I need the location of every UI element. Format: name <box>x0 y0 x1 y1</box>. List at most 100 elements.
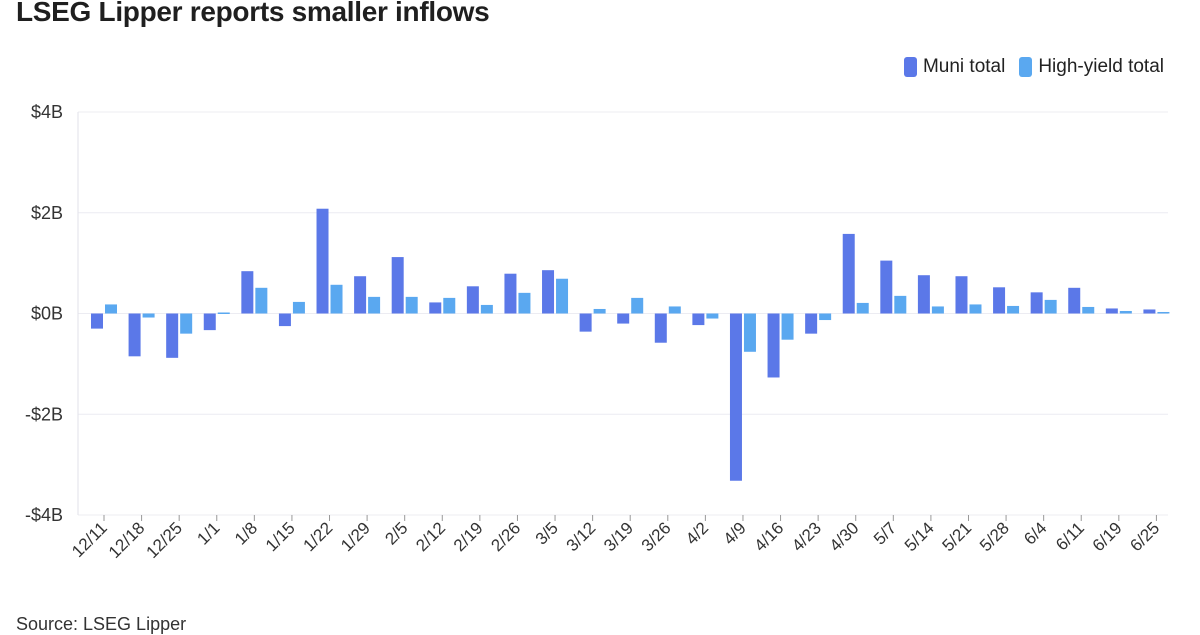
bar-high-yield <box>593 308 606 314</box>
bar-high-yield <box>856 302 869 314</box>
bar-high-yield <box>518 292 531 314</box>
x-tick-label: 6/11 <box>1052 518 1088 554</box>
bar-muni <box>805 313 818 334</box>
bar-high-yield <box>1007 305 1020 314</box>
bar-muni <box>1143 309 1156 314</box>
bar-high-yield <box>1082 306 1095 314</box>
bar-muni <box>842 233 855 314</box>
x-tick-label: 4/23 <box>788 518 825 555</box>
bar-muni <box>1068 287 1081 314</box>
bar-muni <box>617 313 630 324</box>
x-tick-label: 1/22 <box>300 518 337 555</box>
x-tick-label: 5/28 <box>976 518 1013 555</box>
x-tick-label: 5/7 <box>870 518 900 548</box>
chart-legend: Muni total High-yield total <box>903 56 1164 78</box>
x-tick-label: 6/19 <box>1089 518 1126 555</box>
legend-item-muni[interactable]: Muni total <box>903 56 1006 78</box>
x-tick-label: 1/29 <box>337 518 374 555</box>
bar-muni <box>241 271 254 314</box>
x-tick-label: 3/12 <box>563 518 600 555</box>
bar-high-yield <box>1044 299 1057 314</box>
bar-muni <box>504 273 517 314</box>
bar-high-yield <box>255 287 268 314</box>
y-tick-label: -$4B <box>25 505 63 525</box>
x-tick-label: 5/21 <box>938 518 975 555</box>
x-tick-label: 3/19 <box>600 518 637 555</box>
x-tick-label: 3/5 <box>532 518 562 548</box>
bar-muni <box>354 276 367 314</box>
x-tick-label: 2/12 <box>412 518 449 555</box>
legend-label-high-yield: High-yield total <box>1038 56 1164 77</box>
bar-muni <box>278 313 291 327</box>
bar-muni <box>466 286 479 314</box>
bar-high-yield <box>668 306 681 314</box>
legend-swatch-high-yield <box>1019 57 1033 77</box>
x-tick-label: 1/15 <box>262 518 299 555</box>
x-tick-label: 12/18 <box>105 518 149 562</box>
x-tick-label: 1/1 <box>193 518 223 548</box>
bar-muni <box>316 208 329 314</box>
bar-high-yield <box>743 313 756 352</box>
bar-high-yield <box>330 284 343 314</box>
y-tick-label: $0B <box>31 304 63 324</box>
bar-high-yield <box>1119 310 1132 314</box>
x-tick-label: 6/4 <box>1020 518 1050 548</box>
bar-muni <box>1030 292 1043 314</box>
source-note: Source: LSEG Lipper <box>16 614 187 634</box>
bar-muni <box>955 276 968 314</box>
x-tick-label: 4/16 <box>751 518 788 555</box>
bar-muni <box>542 270 555 314</box>
bar-high-yield <box>631 297 644 314</box>
legend-item-high-yield[interactable]: High-yield total <box>1019 56 1164 78</box>
y-tick-label: $2B <box>31 203 63 223</box>
x-tick-label: 6/25 <box>1126 518 1163 555</box>
bar-high-yield <box>405 296 418 314</box>
bar-muni <box>880 260 893 314</box>
bar-high-yield <box>931 306 944 314</box>
bar-muni <box>993 287 1006 314</box>
x-tick-label: 4/9 <box>720 518 750 548</box>
x-tick-label: 5/14 <box>901 518 938 555</box>
bar-high-yield <box>292 301 305 314</box>
x-tick-label: 4/2 <box>682 518 712 548</box>
bar-muni <box>1105 308 1118 314</box>
bar-high-yield <box>217 312 230 314</box>
bar-high-yield <box>443 297 456 314</box>
bar-muni <box>429 302 442 314</box>
bar-muni <box>128 313 141 357</box>
bar-high-yield <box>180 313 193 334</box>
bar-high-yield <box>819 313 832 321</box>
bar-muni <box>91 313 103 329</box>
x-tick-label: 12/11 <box>68 518 111 561</box>
bar-high-yield <box>142 313 155 318</box>
x-tick-label: 4/30 <box>826 518 863 555</box>
bar-muni <box>203 313 216 331</box>
bar-high-yield <box>480 304 493 314</box>
x-tick-label: 3/26 <box>638 518 675 555</box>
x-tick-label: 2/19 <box>450 518 487 555</box>
bar-muni <box>729 313 742 481</box>
bar-muni <box>917 275 930 314</box>
bar-high-yield <box>368 296 381 314</box>
bar-high-yield <box>1157 311 1170 314</box>
bar-muni <box>767 313 780 378</box>
bar-high-yield <box>706 313 719 319</box>
bar-muni <box>166 313 179 358</box>
y-tick-label: -$2B <box>25 404 63 424</box>
bar-muni <box>579 313 592 332</box>
x-tick-label: 1/8 <box>231 518 261 548</box>
x-tick-label: 2/5 <box>381 518 411 548</box>
bar-high-yield <box>105 304 117 314</box>
x-tick-label: 12/25 <box>142 518 186 562</box>
legend-swatch-muni <box>903 57 917 77</box>
bar-muni <box>391 257 404 314</box>
bar-high-yield <box>781 313 794 340</box>
x-tick-label: 2/26 <box>487 518 524 555</box>
y-tick-label: $4B <box>31 102 63 122</box>
legend-label-muni: Muni total <box>922 56 1006 77</box>
bar-muni <box>654 313 667 343</box>
bar-muni <box>692 313 705 326</box>
bar-high-yield <box>556 278 569 314</box>
bar-high-yield <box>894 295 907 314</box>
